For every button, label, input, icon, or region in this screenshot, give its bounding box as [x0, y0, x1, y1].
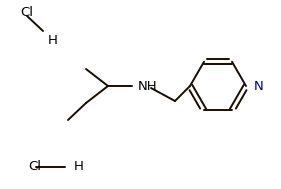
Text: N: N [254, 80, 264, 92]
Text: NH: NH [138, 80, 158, 92]
Text: H: H [74, 160, 84, 174]
Text: Cl: Cl [20, 5, 33, 19]
Text: H: H [48, 35, 58, 47]
Text: Cl: Cl [28, 160, 41, 174]
